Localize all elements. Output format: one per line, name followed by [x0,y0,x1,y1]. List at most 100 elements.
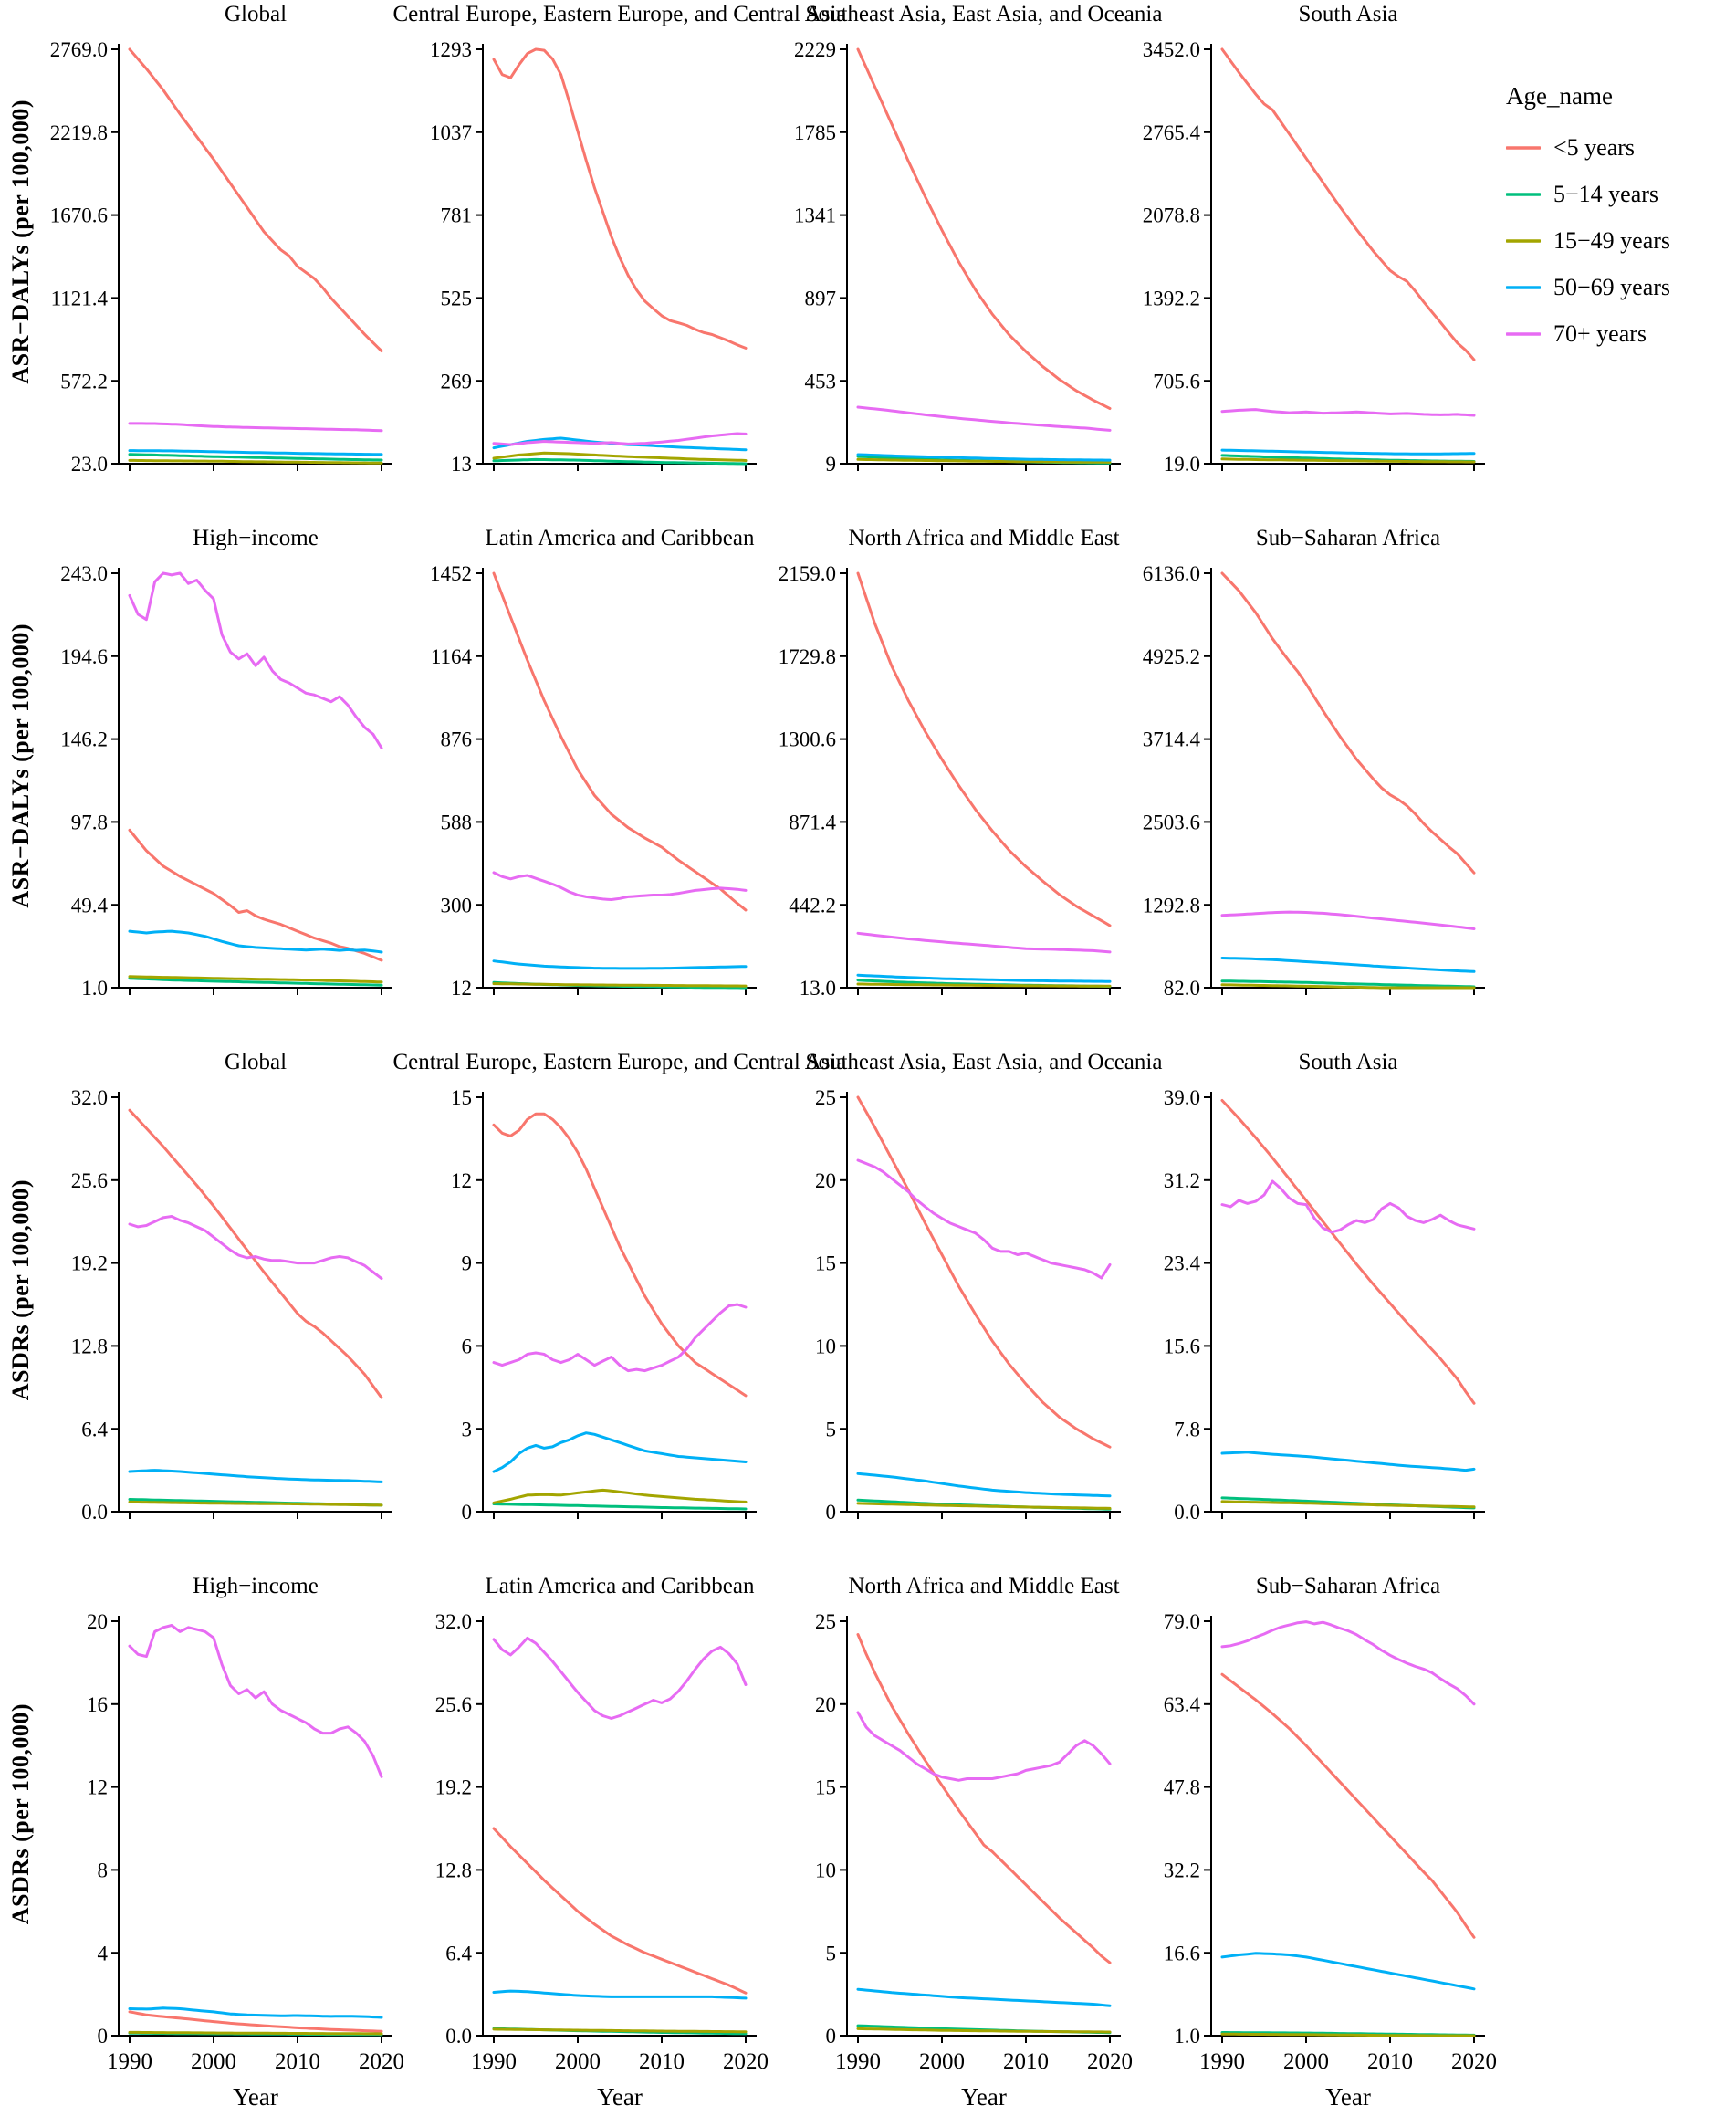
panel-title: Global [224,2,288,26]
series-line-5-years [128,828,383,962]
figure-row-4: ASDRs (per 100,000) High−income 20 16 12 8 4 0… [0,1572,1736,2116]
y-tick-label: 20 [815,1693,836,1716]
series-line-70-years [128,1624,383,1778]
x-axis-title: Year [961,2083,1007,2111]
series-line-70-years [492,1636,748,1720]
y-tick-label: 13.0 [800,977,836,1000]
y-tick-label: 871.4 [789,811,836,833]
y-tick-label: 10 [815,1859,836,1881]
panel-southeast-asia-east-asia-and-oceania-row1: Southeast Asia, East Asia, and Oceania 22… [770,0,1162,484]
x-tick-label: 2010 [639,2049,685,2074]
y-tick-label: 897 [805,287,837,309]
x-tick-label: 1990 [835,2049,881,2074]
y-tick-label: 47.8 [1164,1776,1200,1799]
y-tick-label: 453 [805,370,837,393]
series-line-5-years [1220,47,1476,361]
panel-latin-america-and-caribbean-row4: Latin America and Caribbean 32.0 25.6 19.2 1… [406,1572,770,2116]
y-tick-label: 442.2 [789,894,836,917]
figure-row-1: ASR−DALYs (per 100,000) Global 2769.0 2219… [0,0,1736,484]
panel-latin-america-and-caribbean-row2: Latin America and Caribbean 1452 1164 876 58… [406,524,770,1008]
legend-entry-5-14-years: 5−14 years [1506,181,1734,208]
panel-plot: 1452 1164 876 588 300 12 [430,562,757,1000]
series-line-50-69-years [856,1472,1112,1498]
series-line-5-years [128,1108,383,1399]
y-tick-label: 97.8 [71,811,108,833]
legend-key-line-icon [1506,193,1541,196]
series-line-70-years [1220,1620,1476,1706]
panel-title: North Africa and Middle East [848,526,1120,550]
series-line-15-49-years [128,1500,383,1507]
series-line-5-years [128,2010,383,2033]
series-line-15-49-years [856,982,1112,988]
y-tick-label: 1.0 [1174,2025,1200,2048]
y-tick-label: 13 [451,453,472,476]
y-tick-label: 63.4 [1164,1693,1201,1716]
y-tick-label: 0.0 [1174,1501,1200,1524]
x-tick-label: 2020 [1087,2049,1133,2074]
series-line-50-69-years [492,959,748,970]
panel-central-europe-eastern-europe-and-central-asia-row1: Central Europe, Eastern Europe, and Cent… [392,0,846,484]
legend-key-line-icon [1506,146,1541,150]
panel-plot: 15 12 9 6 3 0 [451,1086,757,1524]
series-line-70-years [856,1158,1112,1280]
y-tick-label: 32.0 [71,1086,108,1109]
y-tick-label: 269 [441,370,473,393]
y-tick-label: 23.4 [1164,1252,1201,1275]
series-line-5-years [1220,571,1476,875]
panel-title: High−income [193,1574,319,1598]
y-tick-label: 20 [815,1169,836,1192]
y-tick-label: 39.0 [1164,1086,1200,1109]
panel-north-africa-and-middle-east-row2: North Africa and Middle East 2159.0 1729.8… [770,524,1135,1008]
y-tick-label: 12 [87,1776,108,1799]
panel-title: South Asia [1298,2,1398,26]
series-line-5-years [1220,1099,1476,1405]
y-tick-label: 0 [98,2025,109,2048]
series-line-70-years [492,871,748,901]
x-tick-label: 1990 [1199,2049,1245,2074]
panel-north-africa-and-middle-east-row4: North Africa and Middle East 25 20 15 10 5 0 19… [770,1572,1135,2116]
y-tick-label: 1121.4 [51,287,109,309]
series-line-50-69-years [1220,957,1476,973]
series-line-70-years [128,422,383,433]
series-line-70-years [1220,910,1476,930]
panel-title: Global [224,1050,288,1074]
legend-entry-50-69-years: 50−69 years [1506,274,1734,301]
y-tick-label: 25.6 [71,1169,108,1192]
y-tick-label: 1392.2 [1143,287,1200,309]
series-line-70-years [128,1215,383,1281]
panel-title: Southeast Asia, East Asia, and Oceania [805,1050,1163,1074]
y-tick-label: 19.2 [435,1776,472,1799]
y-tick-label: 300 [441,894,473,917]
x-tick-label: 2000 [919,2049,965,2074]
panel-title: Central Europe, Eastern Europe, and Cent… [392,2,847,26]
panel-central-europe-eastern-europe-and-central-asia-row3: Central Europe, Eastern Europe, and Cent… [392,1048,846,1532]
series-line-70-years [856,1711,1112,1782]
x-tick-label: 2000 [1283,2049,1329,2074]
panel-title: Latin America and Caribbean [485,1574,755,1598]
series-line-15-49-years [492,2027,748,2034]
legend-label: 5−14 years [1553,181,1659,207]
y-tick-label: 25 [815,1086,836,1109]
series-line-5-years [856,1633,1112,1964]
panel-title: South Asia [1298,1050,1398,1074]
y-tick-label: 79.0 [1164,1610,1200,1633]
panel-plot: 2769.0 2219.8 1670.6 1121.4 572.2 23.0 [50,38,392,476]
series-line-70-years [856,405,1112,432]
panel-title: Southeast Asia, East Asia, and Oceania [805,2,1163,26]
y-tick-label: 876 [441,728,473,751]
y-tick-label: 9 [826,453,837,476]
series-line-50-69-years [856,453,1112,462]
panel-plot: 1293 1037 781 525 269 13 [430,38,757,476]
y-tick-label: 20 [87,1610,108,1633]
panel-global-row1: Global 2769.0 2219.8 1670.6 1121.4 572.2 23.0 [42,0,406,484]
x-axis-title: Year [233,2083,278,2111]
series-line-15-49-years [128,975,383,984]
y-tick-label: 6 [462,1335,473,1357]
x-tick-label: 2020 [723,2049,769,2074]
series-line-5-years [492,1112,748,1398]
y-axis-title: ASR−DALYs (per 100,000) [7,623,34,908]
y-tick-label: 0 [462,1501,473,1524]
series-line-70-years [1220,408,1476,417]
